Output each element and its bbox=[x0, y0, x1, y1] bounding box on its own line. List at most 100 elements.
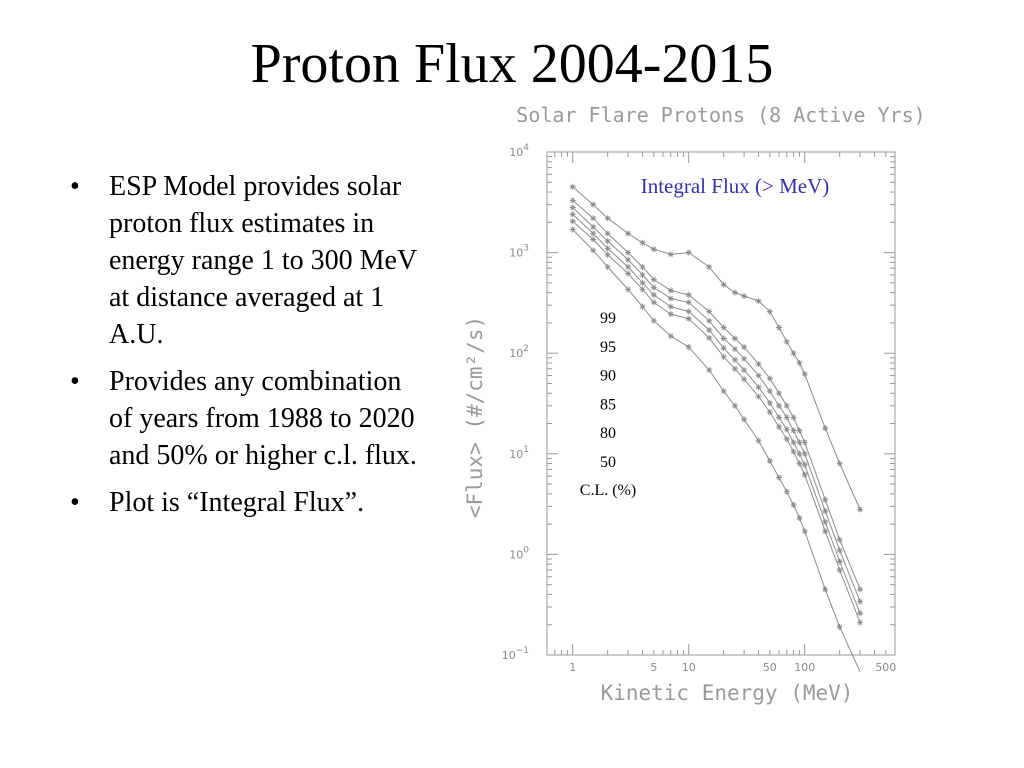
data-point-marker bbox=[766, 388, 773, 395]
x-tick-label: 500 bbox=[875, 661, 896, 674]
bullet-item: • Provides any combination of years from … bbox=[70, 363, 422, 474]
y-tick-label: 100 bbox=[509, 545, 529, 561]
plot-frame bbox=[546, 151, 896, 656]
data-point-marker bbox=[783, 414, 790, 421]
data-point-marker bbox=[790, 414, 797, 421]
data-point-marker bbox=[755, 372, 762, 379]
data-point-marker bbox=[836, 460, 843, 467]
data-point-marker bbox=[766, 409, 773, 416]
series-99 bbox=[569, 183, 864, 513]
data-point-marker bbox=[639, 239, 646, 246]
data-point-marker bbox=[857, 586, 864, 593]
bullet-text: Plot is “Integral Flux”. bbox=[109, 487, 365, 518]
series-line bbox=[572, 207, 861, 602]
data-point-marker bbox=[783, 338, 790, 345]
data-point-marker bbox=[822, 425, 829, 432]
data-point-marker bbox=[790, 501, 797, 508]
data-point-marker bbox=[604, 238, 611, 245]
data-point-marker bbox=[706, 334, 713, 341]
data-point-marker bbox=[667, 311, 674, 318]
page-title: Proton Flux 2004-2015 bbox=[250, 33, 774, 95]
data-point-marker bbox=[685, 308, 692, 315]
data-point-marker bbox=[685, 344, 692, 351]
data-point-marker bbox=[639, 286, 646, 293]
data-point-marker bbox=[836, 566, 843, 573]
data-point-marker bbox=[706, 317, 713, 324]
data-point-marker bbox=[569, 204, 576, 211]
data-point-marker bbox=[741, 293, 748, 300]
data-point-marker bbox=[836, 623, 843, 630]
data-point-marker bbox=[822, 518, 829, 525]
data-point-marker bbox=[604, 230, 611, 237]
data-point-marker bbox=[720, 335, 727, 342]
y-tick-label: 103 bbox=[509, 244, 529, 260]
series-50 bbox=[569, 226, 861, 673]
data-point-marker bbox=[706, 263, 713, 270]
data-point-marker bbox=[741, 355, 748, 362]
bullet-item: • Plot is “Integral Flux”. bbox=[70, 484, 422, 521]
legend-entry: 50 bbox=[600, 454, 616, 471]
data-point-marker bbox=[731, 356, 738, 363]
data-point-marker bbox=[625, 263, 632, 270]
data-point-marker bbox=[569, 218, 576, 225]
bullet-marker: • bbox=[70, 487, 80, 518]
data-point-marker bbox=[569, 197, 576, 204]
data-point-marker bbox=[625, 256, 632, 263]
data-point-marker bbox=[604, 251, 611, 258]
y-tick-label: 102 bbox=[509, 344, 529, 360]
legend-entry: 99 bbox=[600, 310, 616, 327]
data-point-marker bbox=[625, 270, 632, 277]
data-point-marker bbox=[667, 295, 674, 302]
data-point-marker bbox=[755, 393, 762, 400]
integral-flux-annotation: Integral Flux (> MeV) bbox=[641, 174, 830, 198]
data-point-marker bbox=[650, 299, 657, 306]
data-point-marker bbox=[796, 460, 803, 467]
data-point-marker bbox=[766, 308, 773, 315]
x-axis-label: Kinetic Energy (MeV) bbox=[601, 681, 854, 705]
data-point-marker bbox=[755, 298, 762, 305]
data-point-marker bbox=[857, 619, 864, 626]
data-point-marker bbox=[650, 317, 657, 324]
data-point-marker bbox=[590, 236, 597, 243]
data-point-marker bbox=[590, 215, 597, 222]
data-point-marker bbox=[776, 423, 782, 430]
data-point-marker bbox=[569, 183, 576, 190]
data-point-marker bbox=[569, 226, 576, 233]
data-point-marker bbox=[857, 506, 864, 513]
data-point-marker bbox=[625, 230, 632, 237]
data-point-marker bbox=[604, 215, 611, 222]
confidence-level-legend: 99 95 90 85 80 50 C.L. (%) bbox=[580, 310, 636, 499]
data-point-marker bbox=[650, 291, 657, 298]
data-point-marker bbox=[766, 457, 773, 464]
x-tick-label: 1 bbox=[569, 661, 576, 674]
data-point-marker bbox=[783, 402, 790, 409]
data-point-marker bbox=[731, 365, 738, 372]
data-point-marker bbox=[590, 201, 597, 208]
data-point-marker bbox=[857, 598, 864, 605]
x-tick-label: 10 bbox=[682, 661, 696, 674]
data-point-marker bbox=[790, 350, 797, 357]
legend-title: C.L. (%) bbox=[580, 482, 636, 499]
data-point-marker bbox=[685, 249, 692, 256]
data-point-marker bbox=[822, 528, 829, 535]
data-point-marker bbox=[650, 284, 657, 291]
data-point-marker bbox=[755, 437, 762, 444]
data-point-marker bbox=[801, 439, 808, 446]
bullet-text: ESP Model provides solar proton flux est… bbox=[109, 171, 417, 350]
data-point-marker bbox=[822, 508, 829, 515]
data-point-marker bbox=[766, 399, 773, 406]
x-tick-label: 5 bbox=[650, 661, 657, 674]
data-point-marker bbox=[796, 427, 803, 434]
x-tick-label: 50 bbox=[763, 661, 777, 674]
data-point-marker bbox=[755, 384, 762, 391]
data-point-marker bbox=[755, 361, 762, 368]
data-point-marker bbox=[625, 286, 632, 293]
series-line bbox=[572, 214, 861, 614]
series-95 bbox=[569, 197, 864, 593]
data-point-marker bbox=[590, 223, 597, 230]
data-point-marker bbox=[741, 344, 748, 351]
data-point-marker bbox=[569, 211, 576, 218]
data-point-marker bbox=[801, 471, 808, 478]
series-85 bbox=[569, 211, 864, 617]
legend-entry: 95 bbox=[600, 339, 616, 356]
